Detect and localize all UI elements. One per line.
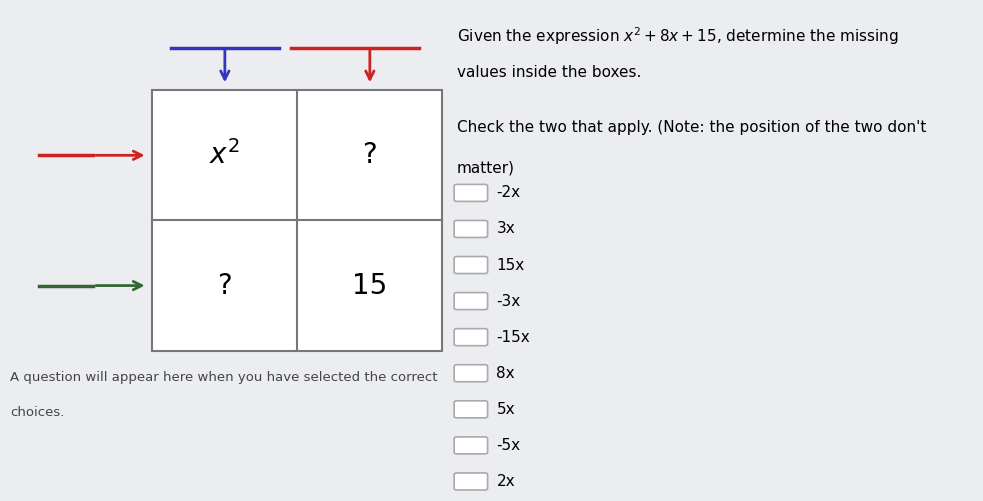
Text: -5x: -5x	[496, 438, 521, 453]
Text: Check the two that apply. (Note: the position of the two don't: Check the two that apply. (Note: the pos…	[457, 120, 926, 135]
Text: ?: ?	[217, 272, 232, 300]
FancyBboxPatch shape	[454, 257, 488, 274]
Text: Given the expression $x^2 + 8x + 15$, determine the missing: Given the expression $x^2 + 8x + 15$, de…	[457, 25, 898, 47]
FancyBboxPatch shape	[454, 473, 488, 490]
Text: 8x: 8x	[496, 366, 515, 381]
FancyBboxPatch shape	[454, 401, 488, 418]
Text: values inside the boxes.: values inside the boxes.	[457, 65, 642, 80]
Text: choices.: choices.	[10, 406, 64, 419]
Text: 15: 15	[352, 272, 387, 300]
Text: -15x: -15x	[496, 330, 530, 345]
Text: ?: ?	[363, 141, 377, 169]
Text: 3x: 3x	[496, 221, 515, 236]
Text: -2x: -2x	[496, 185, 521, 200]
Text: 5x: 5x	[496, 402, 515, 417]
Text: -3x: -3x	[496, 294, 521, 309]
Text: $x^2$: $x^2$	[209, 140, 240, 170]
FancyBboxPatch shape	[454, 220, 488, 237]
FancyBboxPatch shape	[454, 329, 488, 346]
FancyBboxPatch shape	[454, 293, 488, 310]
FancyBboxPatch shape	[454, 184, 488, 201]
FancyBboxPatch shape	[454, 365, 488, 382]
Text: matter): matter)	[457, 160, 515, 175]
Text: A question will appear here when you have selected the correct: A question will appear here when you hav…	[10, 371, 437, 384]
Text: 2x: 2x	[496, 474, 515, 489]
FancyBboxPatch shape	[454, 437, 488, 454]
Text: 15x: 15x	[496, 258, 525, 273]
